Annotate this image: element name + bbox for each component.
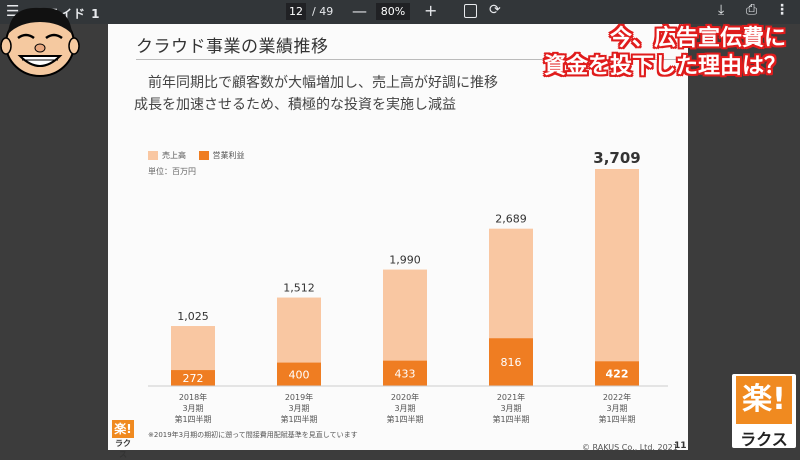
x-tick-label-2-1: 3月期 xyxy=(394,404,415,413)
slide-page: クラウド事業の業績推移 前年同期比で顧客数が大幅増加し、売上高が好調に推移 成長… xyxy=(108,24,688,459)
op-bar-4 xyxy=(595,361,639,386)
x-tick-label-2-0: 2020年 xyxy=(391,392,419,402)
zoom-out-icon[interactable]: — xyxy=(352,2,367,20)
x-tick-label-3-0: 2021年 xyxy=(497,392,525,402)
more-options-icon[interactable]: ⋮ xyxy=(775,2,789,18)
page-total: / 49 xyxy=(312,5,334,18)
chart-legend: 売上高 営業利益 xyxy=(148,150,255,161)
x-tick-label-4-1: 3月期 xyxy=(606,404,627,413)
brand-logo-kanji: 楽! xyxy=(736,376,792,424)
op-label-1: 400 xyxy=(289,368,310,381)
brand-logo-kana: ラクス xyxy=(740,430,788,449)
op-bar-0 xyxy=(171,370,215,386)
op-bar-1 xyxy=(277,362,321,386)
sales-label-1: 1,512 xyxy=(283,282,315,295)
bar-chart: 1,0252722018年3月期第1四半期1,5124002019年3月期第1四… xyxy=(148,149,668,424)
x-tick-label-3-2: 第1四半期 xyxy=(492,414,529,424)
slide-title: クラウド事業の業績推移 xyxy=(136,37,329,57)
chart-footnote: ※2019年3月期の期初に遡って間接費用配賦基準を見直しています xyxy=(148,431,358,439)
mascot-face-icon xyxy=(0,7,80,77)
x-tick-label-2-2: 第1四半期 xyxy=(386,414,423,424)
slide-subtitle-line1: 前年同期比で顧客数が大幅増加し、売上高が好調に推移 xyxy=(148,75,498,91)
op-label-2: 433 xyxy=(395,367,416,380)
print-icon[interactable]: ⎙ xyxy=(746,2,758,18)
legend-item-sales: 売上高 xyxy=(148,151,186,160)
op-label-4: 422 xyxy=(606,368,629,381)
sales-bar-4 xyxy=(595,169,639,386)
slide-company-logo: 楽! ラクス xyxy=(112,420,134,459)
x-tick-label-3-1: 3月期 xyxy=(500,404,521,413)
x-tick-label-1-0: 2019年 xyxy=(285,392,313,402)
sales-label-2: 1,990 xyxy=(389,254,421,267)
slide-logo-kana: ラクス xyxy=(115,439,131,459)
legend-label-sales: 売上高 xyxy=(162,151,186,160)
title-divider xyxy=(136,59,681,60)
zoom-level-input[interactable]: 80% xyxy=(376,3,410,20)
op-label-0: 272 xyxy=(183,372,204,385)
x-tick-label-4-0: 2022年 xyxy=(603,392,631,402)
x-tick-label-1-2: 第1四半期 xyxy=(280,414,317,424)
overlay-caption-line1: 今、広告宣伝費に xyxy=(609,26,786,51)
slide-page-number: 11 xyxy=(674,441,687,451)
sales-label-3: 2,689 xyxy=(495,213,527,226)
download-icon[interactable]: ⤓ xyxy=(718,2,725,18)
op-bar-3 xyxy=(489,338,533,386)
x-tick-label-0-0: 2018年 xyxy=(179,392,207,402)
x-tick-label-0-1: 3月期 xyxy=(182,404,203,413)
sales-label-4: 3,709 xyxy=(593,149,640,167)
copyright: © RAKUS Co., Ltd. 2021 xyxy=(582,443,678,452)
legend-item-op: 営業利益 xyxy=(198,151,245,160)
op-bar-2 xyxy=(383,360,427,386)
rotate-icon[interactable]: ⟳ xyxy=(489,2,501,18)
op-label-3: 816 xyxy=(501,356,522,369)
x-tick-label-4-2: 第1四半期 xyxy=(598,414,635,424)
slide-subtitle-line2: 成長を加速させるため、積極的な投資を実施し減益 xyxy=(134,97,456,113)
fit-page-icon[interactable] xyxy=(464,4,477,18)
legend-swatch-sales xyxy=(148,151,158,160)
slide-logo-kanji: 楽! xyxy=(112,420,134,438)
legend-label-op: 営業利益 xyxy=(212,151,245,160)
page-number-input[interactable]: 12 xyxy=(286,3,306,20)
overlay-caption-line2: 資金を投下した理由は？ xyxy=(543,54,786,79)
chart-unit-label: 単位：百万円 xyxy=(148,167,196,176)
zoom-in-icon[interactable]: + xyxy=(424,1,438,20)
brand-logo: 楽! ラクス xyxy=(732,374,796,449)
legend-swatch-op xyxy=(198,151,209,160)
x-tick-label-1-1: 3月期 xyxy=(288,404,309,413)
x-tick-label-0-2: 第1四半期 xyxy=(174,414,211,424)
sales-label-0: 1,025 xyxy=(177,310,209,323)
